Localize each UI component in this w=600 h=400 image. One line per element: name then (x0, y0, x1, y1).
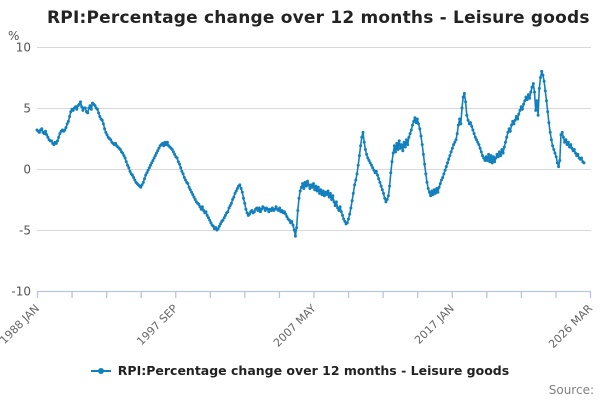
legend-series-label: RPI:Percentage change over 12 months - L… (117, 363, 510, 378)
source-label: Source: (548, 383, 594, 397)
x-tick-label: 1997 SEP (134, 302, 180, 348)
data-point-markers (35, 69, 586, 238)
gridlines (37, 47, 591, 231)
y-tick-label: -10 (11, 285, 31, 299)
y-tick-label: 10 (16, 41, 31, 55)
y-tick-label: 0 (23, 163, 31, 177)
x-axis-tick-labels: 1988 JAN 1997 SEP 2007 MAY 2017 JAN 2026 MAR (0, 302, 595, 351)
y-axis-unit-label: % (8, 29, 19, 43)
y-axis-tick-labels: 10 5 0 -5 -10 (11, 41, 31, 299)
y-tick-label: -5 (19, 224, 31, 238)
legend-dot-icon (97, 367, 104, 374)
y-tick-label: 5 (23, 102, 31, 116)
x-tick-label: 2026 MAR (546, 302, 595, 351)
chart-title: RPI:Percentage change over 12 months - L… (47, 8, 590, 28)
x-tick-label: 1988 JAN (0, 302, 42, 347)
x-axis (36, 290, 592, 298)
x-tick-label: 2017 JAN (412, 302, 457, 347)
x-tick-label: 2007 MAY (271, 302, 319, 350)
legend: RPI:Percentage change over 12 months - L… (0, 363, 600, 378)
legend-line-marker-icon (90, 366, 111, 376)
